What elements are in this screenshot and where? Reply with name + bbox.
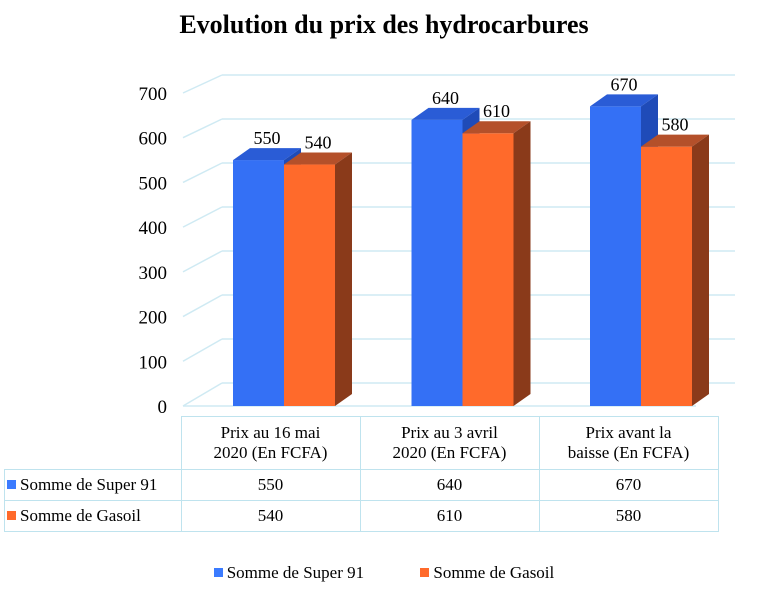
chart-legend: Somme de Super 91 Somme de Gasoil bbox=[0, 563, 768, 583]
data-label: 670 bbox=[611, 74, 638, 94]
gridline-diagonal bbox=[182, 294, 223, 318]
bar-top bbox=[641, 134, 709, 147]
bar-top bbox=[462, 121, 531, 134]
gridline-diagonal bbox=[182, 206, 223, 228]
bar-front bbox=[284, 164, 335, 406]
legend-item-super91: Somme de Super 91 bbox=[213, 563, 364, 583]
table-cell: 580 bbox=[538, 500, 719, 532]
data-label: 610 bbox=[483, 101, 510, 121]
legend-item-gasoil: Somme de Gasoil bbox=[420, 563, 554, 583]
bar-front bbox=[462, 133, 514, 406]
table-cell: 610 bbox=[359, 500, 540, 532]
table-cell: 540 bbox=[180, 500, 361, 532]
gridline-diagonal bbox=[182, 162, 223, 184]
bar-top bbox=[284, 152, 352, 165]
legend-swatch-icon bbox=[420, 568, 430, 577]
bar-side bbox=[692, 134, 709, 406]
data-table: Prix au 16 mai 2020 (En FCFA) Prix au 3 a… bbox=[4, 416, 719, 532]
chart-title: Evolution du prix des hydrocarbures bbox=[179, 10, 589, 39]
gridline-diagonal bbox=[182, 250, 223, 273]
y-tick-label: 600 bbox=[139, 129, 168, 150]
bar-front bbox=[590, 106, 641, 407]
gridline-diagonal bbox=[182, 338, 223, 362]
bar-top bbox=[233, 148, 301, 161]
table-header-row: Prix au 16 mai 2020 (En FCFA) Prix au 3 a… bbox=[5, 416, 719, 470]
data-label: 580 bbox=[662, 115, 689, 135]
data-label: 550 bbox=[254, 128, 281, 148]
chart-plot: 0 100 200 300 400 500 600 700 550 540 640 610 670 580 bbox=[139, 74, 735, 418]
y-tick-label: 100 bbox=[139, 352, 168, 373]
data-label: 540 bbox=[305, 133, 332, 153]
gridline-diagonal bbox=[182, 118, 223, 139]
table-row-gasoil: Somme de Gasoil 540 610 580 bbox=[4, 500, 719, 532]
bar-front bbox=[411, 119, 463, 406]
y-tick-label: 0 bbox=[158, 397, 168, 418]
y-tick-label: 200 bbox=[139, 308, 168, 329]
y-tick-label: 400 bbox=[139, 218, 168, 239]
table-row-label: Somme de Gasoil bbox=[4, 500, 182, 532]
y-tick-label: 300 bbox=[139, 263, 168, 284]
gridline-diagonal bbox=[182, 382, 223, 407]
bar-front bbox=[233, 160, 284, 406]
gridline-diagonal bbox=[182, 74, 223, 94]
bar-side bbox=[513, 121, 531, 406]
table-row-label: Somme de Super 91 bbox=[4, 469, 182, 501]
bar-top bbox=[590, 94, 658, 107]
table-cell: 670 bbox=[538, 469, 719, 501]
table-corner bbox=[5, 417, 182, 470]
table-row-super91: Somme de Super 91 550 640 670 bbox=[4, 469, 719, 501]
series-swatch-icon bbox=[7, 480, 16, 489]
table-cell: 550 bbox=[180, 469, 361, 501]
table-header-cell: Prix au 16 mai 2020 (En FCFA) bbox=[180, 416, 361, 470]
table-header-cell: Prix avant la baisse (En FCFA) bbox=[538, 416, 719, 470]
table-header-cell: Prix au 3 avril 2020 (En FCFA) bbox=[359, 416, 540, 470]
legend-swatch-icon bbox=[213, 568, 223, 577]
bar-side bbox=[335, 152, 352, 406]
series-swatch-icon bbox=[7, 511, 16, 520]
bar-top bbox=[411, 107, 480, 120]
bar-front bbox=[641, 146, 692, 406]
data-label: 640 bbox=[432, 88, 459, 108]
y-tick-label: 500 bbox=[139, 173, 168, 194]
y-tick-label: 700 bbox=[139, 84, 168, 105]
table-cell: 640 bbox=[359, 469, 540, 501]
